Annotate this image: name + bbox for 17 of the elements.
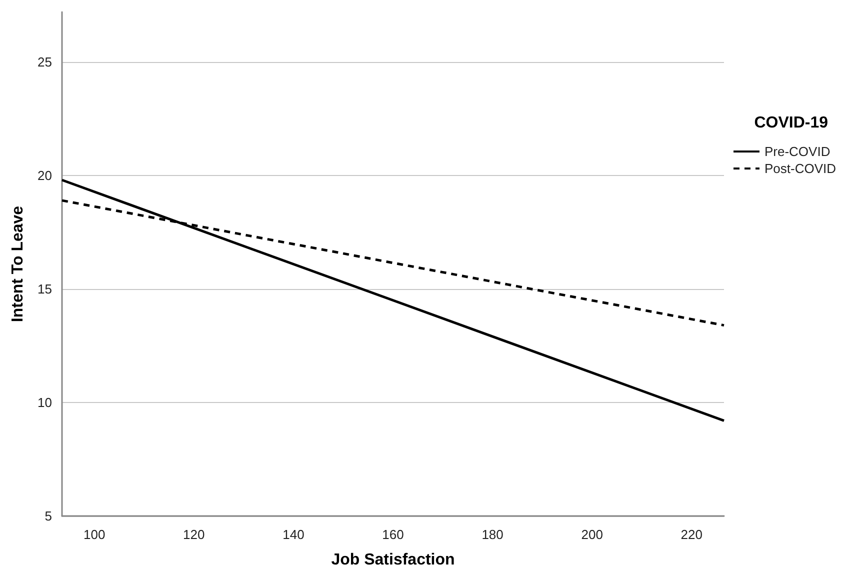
legend-title: COVID-19 (754, 114, 828, 132)
y-axis-title: Intent To Leave (10, 206, 26, 322)
x-tick-label: 220 (680, 527, 702, 542)
x-axis-title: Job Satisfaction (331, 552, 455, 568)
x-tick-label: 140 (282, 527, 304, 542)
x-tick-label: 200 (581, 527, 603, 542)
y-tick-label: 25 (38, 54, 52, 70)
x-tick-label: 120 (183, 527, 205, 542)
y-tick-label: 5 (44, 508, 52, 524)
y-tick-label: 20 (38, 168, 52, 183)
y-tick-label: 15 (38, 281, 52, 296)
x-tick-label: 160 (382, 527, 404, 542)
x-tick-label: 100 (84, 527, 106, 542)
x-tick-label: 180 (482, 527, 504, 542)
y-tick-label: 10 (38, 394, 52, 410)
legend-label: Pre-COVID (764, 144, 830, 159)
legend-label: Post-COVID (764, 161, 836, 176)
